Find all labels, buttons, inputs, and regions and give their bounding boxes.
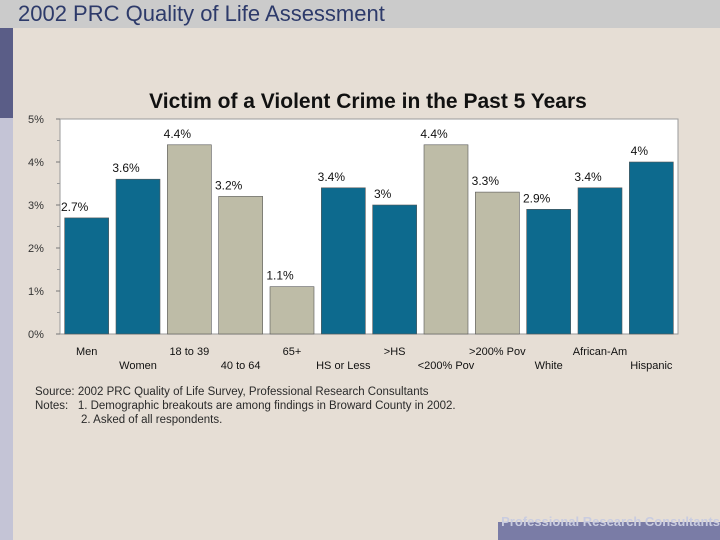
x-tick-label: African-Am (573, 346, 627, 358)
x-tick-label: 18 to 39 (169, 346, 209, 358)
y-axis: 0% 1% 2% 3% 4% 5% (28, 114, 60, 341)
bar-40-to-64 (218, 196, 263, 335)
left-stripe-accent (0, 28, 13, 118)
x-tick-label: 65+ (283, 346, 302, 358)
y-tick-label: 1% (28, 286, 44, 298)
note-2: 2. Asked of all respondents. (81, 414, 223, 426)
data-label: 4.4% (164, 127, 192, 141)
x-tick-label: HS or Less (316, 360, 371, 372)
data-label: 4% (631, 144, 649, 158)
bar-18-to-39 (167, 144, 212, 335)
y-tick-label: 5% (28, 114, 44, 126)
data-label: 4.4% (420, 127, 448, 141)
data-label: 3% (374, 187, 392, 201)
data-label: 3.4% (318, 170, 346, 184)
page-title: 2002 PRC Quality of Life Assessment (18, 1, 385, 26)
note-1: Notes: 1. Demographic breakouts are amon… (35, 400, 456, 412)
bars (64, 144, 674, 335)
data-label: 3.3% (472, 174, 500, 188)
x-tick-label: White (535, 360, 563, 372)
notes: Source: 2002 PRC Quality of Life Survey,… (35, 385, 456, 427)
x-tick-label: >200% Pov (469, 346, 526, 358)
left-stripe (0, 28, 13, 540)
y-tick-label: 4% (28, 157, 44, 169)
bar-white (526, 209, 571, 335)
y-tick-label: 2% (28, 243, 44, 255)
bar-hispanic (629, 161, 674, 335)
source-note: Source: 2002 PRC Quality of Life Survey,… (35, 386, 429, 398)
bar-chart: Victim of a Violent Crime in the Past 5 … (28, 90, 679, 372)
data-label: 1.1% (266, 269, 294, 283)
bar--200-pov (423, 144, 469, 335)
footer-box (498, 522, 720, 540)
bar-men (64, 217, 109, 335)
bar--200-pov (475, 191, 520, 335)
data-label: 2.9% (523, 191, 551, 205)
bar-65- (269, 286, 315, 335)
x-axis-labels: Men Women 18 to 39 40 to 64 65+ HS or Less >HS… (76, 346, 673, 372)
data-label: 3.2% (215, 178, 243, 192)
chart-title: Victim of a Violent Crime in the Past 5 … (149, 90, 587, 113)
footer-brand: Professional Research Consultants (501, 514, 720, 529)
y-tick-label: 3% (28, 200, 44, 212)
data-label: 2.7% (61, 200, 89, 214)
data-label: 3.6% (112, 161, 140, 175)
x-tick-label: 40 to 64 (221, 360, 261, 372)
x-tick-label: <200% Pov (418, 360, 475, 372)
x-tick-label: Hispanic (630, 360, 673, 372)
y-tick-label: 0% (28, 329, 44, 341)
x-tick-label: Men (76, 346, 97, 358)
bar--hs (372, 204, 417, 335)
x-tick-label: >HS (384, 346, 406, 358)
bar-women (115, 178, 161, 335)
data-label: 3.4% (574, 170, 602, 184)
data-labels: 2.7% 3.6% 4.4% 3.2% 1.1% 3.4% 3% 4.4% 3.3% 2.9% 3.… (61, 127, 648, 283)
header-bar (0, 0, 720, 28)
bar-african-am (577, 187, 623, 335)
x-tick-label: Women (119, 360, 157, 372)
bar-hs-or-less (321, 187, 366, 335)
